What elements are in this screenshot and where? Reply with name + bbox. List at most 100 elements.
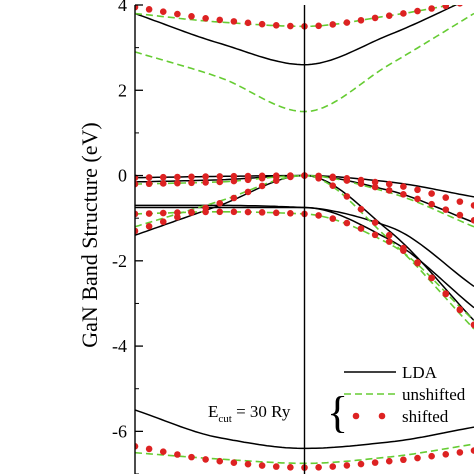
shifted-data-point <box>244 19 252 27</box>
shifted-data-point <box>343 174 351 182</box>
y-tick-label: 2 <box>118 80 127 100</box>
shifted-data-point <box>442 290 450 297</box>
shifted-data-point <box>188 173 195 181</box>
shifted-data-point <box>202 14 209 22</box>
shifted-data-point <box>428 274 435 282</box>
y-tick-label: -2 <box>112 251 127 271</box>
shifted-data-point <box>159 448 167 456</box>
shifted-data-point <box>159 173 167 181</box>
shifted-data-point <box>414 259 421 266</box>
shifted-data-point <box>272 463 280 470</box>
shifted-data-point <box>135 442 139 450</box>
shifted-data-point <box>188 209 195 216</box>
shifted-data-point <box>287 464 294 471</box>
shifted-data-point <box>174 173 181 181</box>
shifted-data-point <box>216 199 224 207</box>
shifted-data-point <box>174 10 181 18</box>
shifted-data-point <box>357 176 365 184</box>
shifted-data-point <box>470 321 474 329</box>
shifted-data-point <box>244 208 252 216</box>
shifted-data-point <box>159 218 167 226</box>
shifted-data-point <box>230 194 238 202</box>
shifted-data-point <box>414 7 421 15</box>
shifted-data-point <box>400 456 407 464</box>
y-tick-label: 0 <box>118 166 127 186</box>
shifted-data-point <box>188 179 195 187</box>
legend-marker-shifted <box>352 412 360 420</box>
shifted-data-point <box>272 21 280 29</box>
shifted-data-point <box>135 227 139 235</box>
shifted-data-point <box>287 172 294 179</box>
plot-area <box>135 5 474 471</box>
shifted-data-point <box>258 182 266 190</box>
legend-label-unshifted: unshifted <box>402 385 466 404</box>
legend-marker-shifted <box>378 412 386 420</box>
shifted-data-point <box>188 12 195 20</box>
shifted-data-point <box>385 457 393 465</box>
shifted-data-point <box>315 212 322 219</box>
shifted-data-point <box>202 204 209 212</box>
shifted-data-point <box>258 209 266 216</box>
shifted-data-point <box>385 12 393 19</box>
series-shifted <box>135 5 474 471</box>
shifted-data-point <box>159 180 167 187</box>
shifted-data-point <box>428 200 435 208</box>
shifted-data-point <box>188 453 195 461</box>
shifted-data-point <box>216 208 224 216</box>
shifted-data-point <box>202 456 209 463</box>
shifted-data-point <box>216 173 224 180</box>
shifted-data-point <box>371 178 379 186</box>
shifted-data-point <box>216 16 224 24</box>
shifted-data-point <box>329 173 337 181</box>
shifted-data-point <box>272 209 280 217</box>
shifted-data-point <box>145 6 153 13</box>
shifted-data-point <box>272 172 280 179</box>
shifted-data-point <box>145 210 153 217</box>
shifted-data-point <box>385 238 393 245</box>
shifted-data-point <box>371 231 379 239</box>
shifted-data-point <box>414 454 421 462</box>
shifted-data-point <box>343 219 351 227</box>
shifted-data-point <box>400 190 407 198</box>
shifted-data-point <box>371 183 379 191</box>
shifted-data-point <box>174 209 181 216</box>
shifted-data-point <box>202 173 209 180</box>
shifted-data-point <box>357 460 365 468</box>
shifted-data-point <box>174 451 181 458</box>
shifted-data-point <box>457 5 463 7</box>
shifted-data-point <box>230 172 238 180</box>
shifted-data-point <box>329 21 337 28</box>
shifted-data-point <box>216 178 224 186</box>
shifted-data-point <box>329 182 337 190</box>
y-tick-label: 4 <box>118 0 127 15</box>
shifted-data-point <box>385 231 393 239</box>
ecut-brace: { <box>327 388 348 437</box>
shifted-data-point <box>145 223 153 230</box>
shifted-data-point <box>414 186 421 194</box>
shifted-data-point <box>343 193 351 200</box>
shifted-data-point <box>371 14 379 22</box>
shifted-data-point <box>315 22 322 30</box>
shifted-data-point <box>470 217 474 224</box>
shifted-data-point <box>230 459 238 467</box>
shifted-data-point <box>315 464 322 471</box>
shifted-data-point <box>385 187 393 194</box>
shifted-data-point <box>456 449 464 456</box>
legend-label-shifted: shifted <box>402 407 449 426</box>
shifted-data-point <box>145 174 153 181</box>
ecut-subscript: cut <box>218 413 231 425</box>
shifted-data-point <box>244 188 252 196</box>
shifted-data-point <box>135 5 139 11</box>
shifted-data-point <box>287 210 294 217</box>
shifted-data-point <box>230 18 238 25</box>
shifted-data-point <box>357 16 365 24</box>
ecut-value: = 30 Ry <box>232 402 291 421</box>
shifted-data-point <box>428 452 435 460</box>
shifted-data-point <box>315 172 322 180</box>
shifted-data-point <box>202 179 209 186</box>
shifted-data-point <box>159 209 167 217</box>
y-tick-label: -6 <box>112 421 127 441</box>
shifted-data-point <box>343 19 351 26</box>
shifted-data-point <box>385 180 393 188</box>
